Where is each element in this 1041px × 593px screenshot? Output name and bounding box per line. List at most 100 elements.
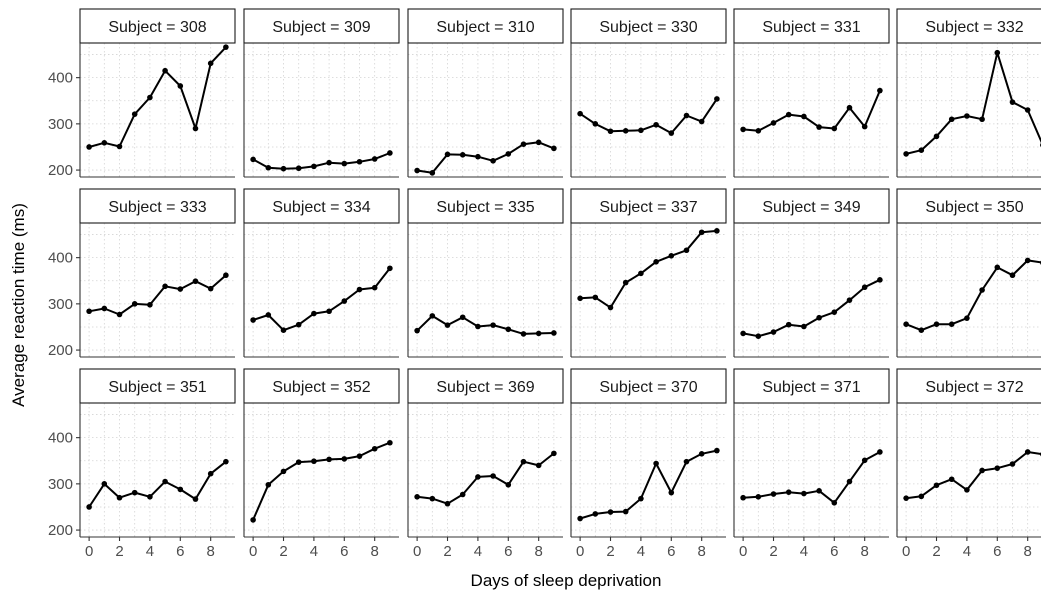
data-point xyxy=(147,494,153,500)
strip-label: Subject = 309 xyxy=(272,19,370,36)
data-point xyxy=(592,121,599,127)
data-point xyxy=(444,500,451,507)
data-point xyxy=(535,330,542,337)
data-point xyxy=(177,486,184,493)
data-point xyxy=(877,87,883,94)
data-point xyxy=(326,456,332,463)
data-point xyxy=(861,284,868,291)
strip-box xyxy=(896,368,1041,404)
data-point xyxy=(356,453,363,459)
data-point xyxy=(459,491,466,498)
data-point xyxy=(714,96,720,102)
data-point xyxy=(933,482,940,489)
x-tick-label: 8 xyxy=(698,543,706,560)
data-point xyxy=(250,517,256,523)
facet-panel: Subject = 331 xyxy=(733,8,890,178)
series-line xyxy=(905,51,1041,155)
data-point xyxy=(414,327,420,334)
data-point xyxy=(387,150,393,156)
data-point xyxy=(116,494,123,501)
data-point xyxy=(414,494,420,500)
strip-label: Subject = 349 xyxy=(762,199,860,216)
data-point xyxy=(979,116,985,123)
strip-box xyxy=(570,8,727,44)
strip-box xyxy=(733,188,890,224)
data-point xyxy=(668,489,675,496)
data-point xyxy=(177,83,184,89)
data-point xyxy=(371,156,378,162)
data-point xyxy=(607,128,614,135)
x-tick-label: 4 xyxy=(800,543,808,560)
data-point xyxy=(653,259,659,265)
data-point xyxy=(429,495,436,502)
data-point xyxy=(964,113,970,119)
strip-label: Subject = 331 xyxy=(762,19,860,36)
x-tick-label: 6 xyxy=(667,543,675,560)
data-point xyxy=(505,151,512,157)
data-point xyxy=(1024,107,1031,113)
series-line xyxy=(580,229,717,309)
strip-label: Subject = 310 xyxy=(436,19,534,36)
data-point xyxy=(607,509,614,515)
x-tick-label: 0 xyxy=(85,543,93,560)
data-point xyxy=(520,331,527,337)
data-point xyxy=(770,491,777,497)
data-point xyxy=(592,294,599,301)
data-point xyxy=(490,473,496,479)
data-point xyxy=(668,253,675,259)
x-tick-label: 0 xyxy=(576,543,584,560)
x-tick-label: 4 xyxy=(474,543,482,560)
series-line xyxy=(88,460,227,508)
series-line xyxy=(416,141,555,174)
x-tick-label: 2 xyxy=(115,543,123,560)
data-point xyxy=(918,327,925,334)
data-point xyxy=(326,308,332,315)
strip-label: Subject = 335 xyxy=(436,199,534,216)
panel-data xyxy=(740,277,883,340)
data-point xyxy=(770,329,777,335)
data-point xyxy=(668,130,675,136)
data-point xyxy=(551,145,557,152)
y-tick-label: 400 xyxy=(48,430,73,447)
x-tick-label: 2 xyxy=(606,543,614,560)
series-line xyxy=(743,451,881,504)
data-point xyxy=(101,140,108,146)
panel-data xyxy=(577,447,720,522)
data-point xyxy=(1009,99,1016,105)
y-tick-label: 200 xyxy=(48,522,73,539)
data-point xyxy=(918,493,925,500)
x-tick-label: 4 xyxy=(637,543,645,560)
data-point xyxy=(622,508,629,515)
strip-label: Subject = 308 xyxy=(108,19,206,36)
x-tick-label: 2 xyxy=(769,543,777,560)
strip-label: Subject = 371 xyxy=(762,379,860,396)
data-point xyxy=(948,116,955,123)
data-point xyxy=(979,467,985,474)
data-point xyxy=(1009,272,1016,279)
facet-panel: Subject = 335 xyxy=(407,188,564,358)
y-tick-label: 300 xyxy=(48,116,73,133)
facet-panel: Subject = 332 xyxy=(896,8,1041,178)
data-point xyxy=(816,124,822,130)
data-point xyxy=(948,321,955,327)
x-tick-label: 8 xyxy=(1024,543,1032,560)
series-line xyxy=(905,451,1041,500)
x-tick-label: 6 xyxy=(830,543,838,560)
strip-label: Subject = 334 xyxy=(272,199,370,216)
data-point xyxy=(250,317,256,323)
data-point xyxy=(490,158,496,164)
x-tick-label: 0 xyxy=(902,543,910,560)
data-point xyxy=(459,314,466,321)
x-tick-label: 6 xyxy=(993,543,1001,560)
x-tick-label: 8 xyxy=(535,543,543,560)
strip-label: Subject = 330 xyxy=(599,19,697,36)
data-point xyxy=(192,125,199,132)
data-point xyxy=(429,170,436,176)
strip-box xyxy=(79,368,236,404)
data-point xyxy=(86,144,92,150)
panel-data xyxy=(903,257,1041,334)
data-point xyxy=(714,447,720,454)
facet-panel: Subject = 308 xyxy=(79,8,236,178)
data-point xyxy=(577,295,583,302)
data-point xyxy=(223,272,229,279)
